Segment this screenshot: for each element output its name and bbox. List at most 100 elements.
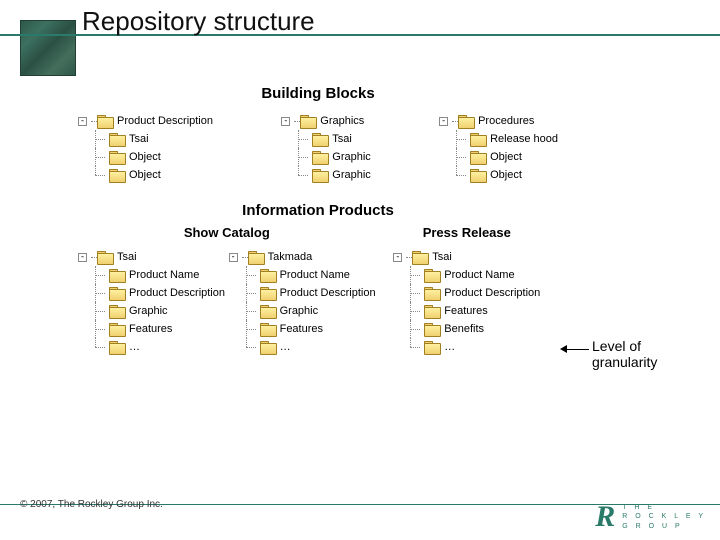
expander-icon[interactable]: - — [281, 117, 290, 126]
folder-label: Tsai — [117, 252, 137, 263]
folder-label: Product Description — [117, 116, 213, 127]
expander-icon[interactable]: - — [78, 253, 87, 262]
tree-child: Product Description — [229, 284, 376, 302]
folder-icon — [260, 269, 275, 281]
folder-label: Graphic — [332, 152, 371, 163]
folder-label: Graphic — [332, 170, 371, 181]
connector — [91, 320, 109, 338]
folder-icon — [470, 151, 485, 163]
folder-label: Features — [129, 324, 172, 335]
folder-tree: -TakmadaProduct NameProduct DescriptionG… — [229, 248, 376, 356]
folder-icon — [312, 133, 327, 145]
folder-label: Object — [129, 152, 161, 163]
folder-label: Product Description — [129, 288, 225, 299]
connector — [452, 148, 470, 166]
folder-icon — [260, 323, 275, 335]
folder-icon — [470, 133, 485, 145]
folder-icon — [109, 169, 124, 181]
connector — [242, 338, 260, 356]
folder-icon — [470, 169, 485, 181]
folder-icon — [109, 151, 124, 163]
slide-title: Repository structure — [82, 6, 315, 37]
folder-label: Product Name — [129, 270, 199, 281]
connector — [242, 284, 260, 302]
tree-child: Product Name — [393, 266, 540, 284]
tree-child: Tsai — [78, 130, 213, 148]
folder-icon — [260, 341, 275, 353]
tree-root: - Tsai — [393, 248, 540, 266]
tree-child: Product Description — [78, 284, 225, 302]
folder-icon — [300, 115, 315, 127]
expander-icon[interactable]: - — [78, 117, 87, 126]
tree-child: Object — [78, 148, 213, 166]
tree-child: Features — [78, 320, 225, 338]
connector — [294, 166, 312, 184]
tree-child: Product Name — [229, 266, 376, 284]
expander-icon[interactable]: - — [439, 117, 448, 126]
folder-label: Features — [280, 324, 323, 335]
folder-label: Tsai — [332, 134, 352, 145]
folder-label: Tsai — [432, 252, 452, 263]
folder-icon — [97, 251, 112, 263]
connector — [242, 302, 260, 320]
connector — [242, 266, 260, 284]
annotation-line2: granularity — [592, 354, 657, 370]
logo-line3: G R O U P — [622, 522, 706, 531]
folder-label: … — [444, 342, 455, 353]
folder-icon — [424, 341, 439, 353]
tree-child: Tsai — [281, 130, 371, 148]
folder-label: Tsai — [129, 134, 149, 145]
folder-icon — [109, 269, 124, 281]
folder-icon — [424, 305, 439, 317]
folder-label: … — [129, 342, 140, 353]
expander-icon[interactable]: - — [229, 253, 238, 262]
logo-line2: R O C K L E Y — [622, 512, 706, 521]
folder-icon — [424, 287, 439, 299]
folder-icon — [109, 305, 124, 317]
connector — [294, 130, 312, 148]
annotation-line1: Level of — [592, 338, 657, 354]
info-products-heading: Information Products — [78, 202, 558, 219]
folder-label: Product Description — [280, 288, 376, 299]
connector — [91, 166, 109, 184]
rockley-logo: R T H E R O C K L E Y G R O U P — [595, 500, 706, 534]
folder-label: Features — [444, 306, 487, 317]
tree-child: Graphic — [281, 166, 371, 184]
folder-tree: -ProceduresRelease hoodObjectObject — [439, 112, 558, 184]
folder-icon — [424, 323, 439, 335]
folder-tree: -TsaiProduct NameProduct DescriptionFeat… — [393, 248, 540, 356]
tree-child: Features — [229, 320, 376, 338]
info-products-row: Show Catalog -TsaiProduct NameProduct De… — [78, 225, 558, 356]
building-blocks-row: -Product DescriptionTsaiObjectObject-Gra… — [78, 112, 558, 184]
diagram-content: Building Blocks -Product DescriptionTsai… — [78, 85, 558, 356]
folder-label: Benefits — [444, 324, 484, 335]
folder-icon — [312, 169, 327, 181]
folder-label: Takmada — [268, 252, 313, 263]
folder-icon — [412, 251, 427, 263]
folder-label: Graphics — [320, 116, 364, 127]
tree-child: Graphic — [281, 148, 371, 166]
folder-icon — [109, 133, 124, 145]
connector — [406, 266, 424, 284]
annotation-arrow-head — [560, 345, 567, 353]
connector — [406, 338, 424, 356]
expander-icon[interactable]: - — [393, 253, 402, 262]
folder-icon — [97, 115, 112, 127]
folder-icon — [248, 251, 263, 263]
tree-child: Features — [393, 302, 540, 320]
press-release-heading: Press Release — [376, 225, 558, 240]
folder-icon — [312, 151, 327, 163]
logo-r-glyph: R — [595, 500, 615, 534]
annotation-arrow-line — [567, 349, 589, 350]
connector — [91, 338, 109, 356]
tree-child: Benefits — [393, 320, 540, 338]
folder-icon — [109, 323, 124, 335]
tree-root: - Product Description — [78, 112, 213, 130]
folder-label: Release hood — [490, 134, 558, 145]
folder-label: Procedures — [478, 116, 534, 127]
tree-child: … — [229, 338, 376, 356]
logo-line1: T H E — [622, 503, 706, 512]
tree-child: Release hood — [439, 130, 558, 148]
folder-tree: - Graphics Tsai Graphic Graphic — [281, 112, 371, 184]
connector — [91, 302, 109, 320]
